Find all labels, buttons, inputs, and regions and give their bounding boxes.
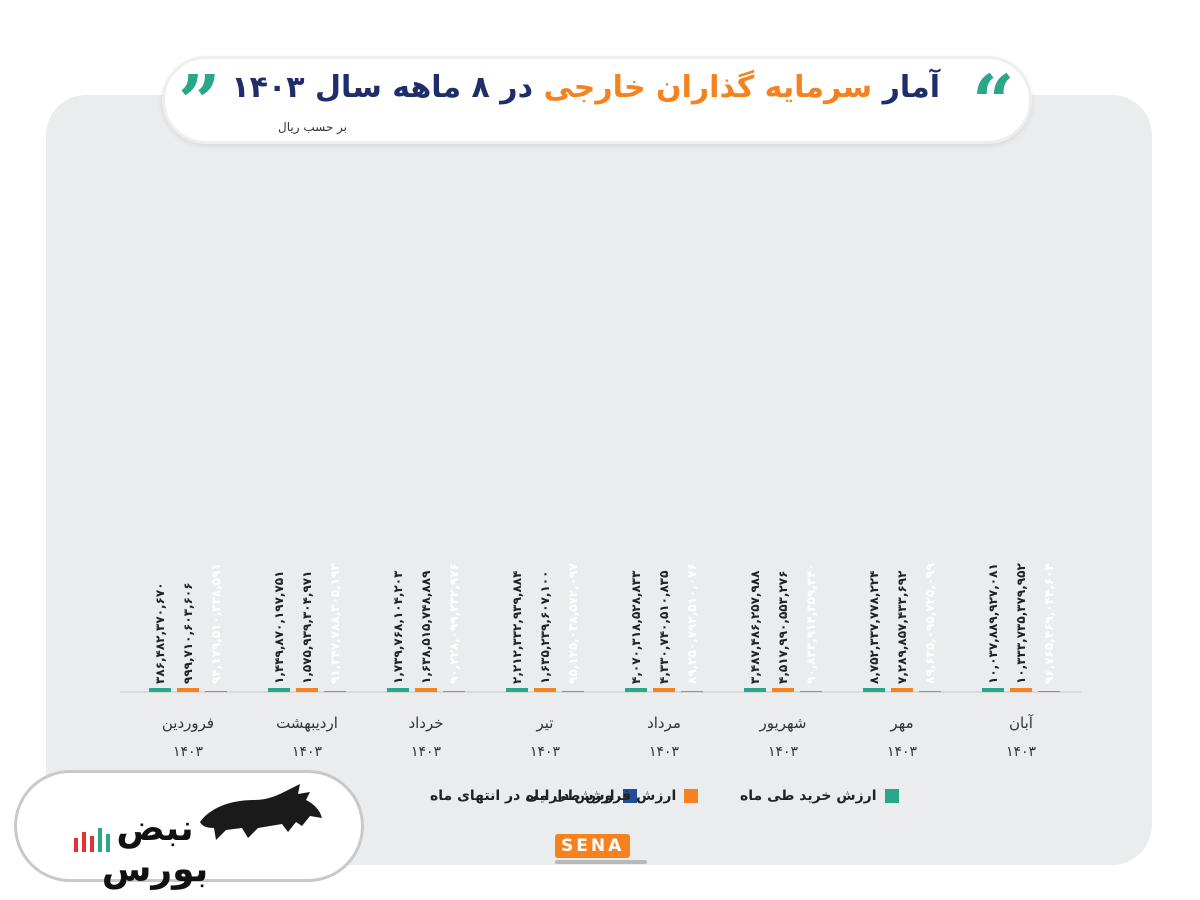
data-label-sell-8: ۱۰,۳۳۳,۷۳۵,۳۷۹,۹۵۲ [1014, 563, 1028, 684]
bar-assets-6 [800, 691, 822, 692]
category-year-1: ۱۴۰۳ [173, 744, 204, 760]
data-label-assets-6: ۹۰,۸۳۳,۹۱۴,۳۵۹,۳۴۰ [804, 563, 818, 684]
bar-buy-5 [625, 688, 647, 692]
bull-icon [200, 784, 322, 840]
category-year-7: ۱۴۰۳ [887, 744, 918, 760]
candles-icon [74, 828, 110, 852]
title-highlight: سرمایه گذاران خارجی [543, 70, 873, 105]
data-label-buy-3: ۱,۷۳۹,۷۶۸,۱۰۴,۲۰۳ [391, 570, 405, 684]
bar-assets-2 [324, 691, 346, 692]
bar-buy-7 [863, 688, 885, 692]
bar-sell-6 [772, 688, 794, 692]
category-label-7: مهر [889, 714, 913, 732]
category-year-8: ۱۴۰۳ [1006, 744, 1037, 760]
legend-label-assets: ارزش دارایی در انتهای ماه [430, 788, 615, 804]
category-label-5: مرداد [647, 714, 681, 732]
data-label-sell-4: ۱,۶۳۵,۲۳۹,۶۰۷,۱۰۰ [538, 571, 552, 684]
category-label-1: فروردین [162, 714, 214, 732]
category-year-3: ۱۴۰۳ [411, 744, 442, 760]
category-label-4: تیر [536, 714, 554, 732]
bar-sell-3 [415, 688, 437, 692]
bar-buy-8 [982, 688, 1004, 692]
quote-close-icon: “ [972, 60, 1015, 146]
legend-item-sell: ارزش فروش طی ماه [526, 788, 699, 804]
category-year-4: ۱۴۰۳ [530, 744, 561, 760]
bar-assets-1 [205, 691, 227, 692]
data-label-buy-5: ۴,۰۷۰,۳۱۸,۵۲۸,۸۳۳ [629, 570, 643, 684]
bar-assets-4 [562, 691, 584, 692]
title-banner [162, 56, 1032, 144]
sena-logo: SENA [555, 834, 631, 858]
title-part-1: آمار [882, 70, 940, 105]
category-label-6: شهریور [759, 714, 807, 732]
legend-label-buy: ارزش خرید طی ماه [740, 788, 877, 804]
bar-buy-2 [268, 688, 290, 692]
legend-swatch-assets [622, 789, 637, 803]
legend-label-sell: ارزش فروش طی ماه [526, 788, 677, 804]
data-label-assets-7: ۸۹,۶۳۵,۰۹۵,۷۲۵,۰۹۹ [923, 563, 937, 684]
brand-logo-badge [14, 770, 364, 882]
category-label-2: اردیبهشت [276, 714, 338, 732]
category-label-3: خرداد [408, 714, 443, 732]
quote-open-icon: ” [178, 60, 221, 146]
chart-subtitle: بر حسب ریال [278, 120, 348, 134]
bar-sell-7 [891, 688, 913, 692]
data-label-sell-3: ۱,۶۳۸,۵۱۵,۷۴۸,۸۸۹ [419, 570, 433, 684]
data-label-sell-7: ۷,۲۸۹,۸۵۷,۴۳۳,۶۹۲ [895, 570, 909, 684]
bar-sell-8 [1010, 688, 1032, 692]
category-year-5: ۱۴۰۳ [649, 744, 680, 760]
data-label-assets-3: ۹۰,۲۲۸,۰۹۹,۲۳۲,۹۷۶ [447, 563, 461, 684]
bar-assets-5 [681, 691, 703, 692]
title-part-2: در ۸ ماهه سال ۱۴۰۳ [231, 70, 533, 105]
category-year-6: ۱۴۰۳ [768, 744, 799, 760]
bar-sell-5 [653, 688, 675, 692]
data-label-buy-4: ۲,۲۱۲,۳۳۲,۹۳۹,۸۸۴ [510, 571, 524, 684]
bar-sell-1 [177, 688, 199, 692]
legend-swatch-sell [684, 789, 699, 803]
data-label-assets-4: ۹۵,۱۲۵,۰۳۸,۵۷۲,۰۹۷ [566, 563, 580, 684]
data-label-buy-7: ۸,۷۵۲,۳۳۷,۷۷۸,۲۲۴ [867, 571, 881, 684]
data-label-buy-1: ۳۸۶,۴۸۲,۳۷۰,۶۷۰ [153, 582, 167, 684]
bar-assets-3 [443, 691, 465, 692]
bar-assets-7 [919, 691, 941, 692]
category-year-2: ۱۴۰۳ [292, 744, 323, 760]
legend-item-buy: ارزش خرید طی ماه [740, 788, 899, 804]
data-label-sell-2: ۱,۵۷۵,۹۳۹,۳۰۴,۹۷۱ [300, 571, 314, 684]
category-label-8: آبان [1009, 714, 1034, 732]
bar-buy-1 [149, 688, 171, 692]
bar-buy-6 [744, 688, 766, 692]
data-label-assets-2: ۹۱,۳۴۷,۷۸۸,۳۰۵,۱۹۳ [328, 563, 342, 684]
sena-logo-underline [555, 860, 647, 864]
data-label-sell-1: ۹۹۹,۷۱۰,۶۰۳,۶۰۶ [181, 582, 195, 684]
data-label-assets-1: ۹۴,۱۷۹,۵۱۰,۳۳۸,۵۹۱ [209, 563, 223, 684]
data-label-buy-8: ۱۰,۰۳۷,۸۸۹,۹۲۷,۰۸۱ [986, 563, 1000, 684]
brand-logo-text: نبض بورس [101, 808, 209, 890]
data-label-buy-6: ۳,۴۸۷,۴۸۶,۲۵۷,۹۸۸ [748, 570, 762, 684]
bar-buy-4 [506, 688, 528, 692]
bar-assets-8 [1038, 691, 1060, 692]
chart-card [46, 95, 1152, 865]
bar-buy-3 [387, 688, 409, 692]
data-label-assets-8: ۹۶,۷۶۵,۴۶۹,۰۴۴,۶۰۴ [1042, 563, 1056, 684]
chart-title: آمار سرمایه گذاران خارجی در ۸ ماهه سال ۱… [231, 70, 940, 105]
legend-item-assets: ارزش دارایی در انتهای ماه [430, 788, 637, 804]
bar-sell-4 [534, 688, 556, 692]
bar-sell-2 [296, 688, 318, 692]
data-label-sell-5: ۴,۳۳۰,۷۴۰,۵۱۰,۸۳۵ [657, 571, 671, 684]
data-label-assets-5: ۸۹,۲۵۰,۷۹۲,۵۱۰,۰۷۶ [685, 563, 699, 684]
data-label-buy-2: ۱,۴۴۹,۸۷۰,۱۹۷,۷۵۱ [272, 571, 286, 684]
data-label-sell-6: ۴,۵۱۷,۹۹۰,۵۵۳,۲۷۶ [776, 571, 790, 684]
legend-swatch-buy [884, 789, 899, 803]
